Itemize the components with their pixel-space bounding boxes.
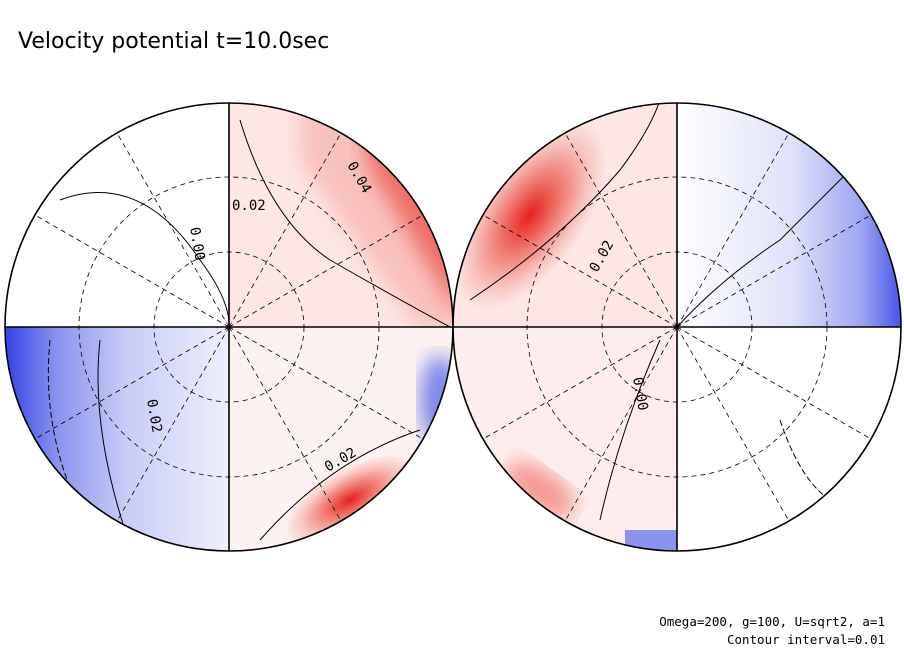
contour-label: 0.02 [232, 198, 266, 214]
title: Velocity potential t=10.0sec [18, 29, 329, 54]
contour-label: 0.00 [186, 226, 208, 262]
contour-label: 0.02 [143, 398, 165, 434]
contour-label: 0.00 [629, 376, 651, 412]
footer-line: Contour interval=0.01 [727, 632, 885, 647]
footer-line: Omega=200, g=100, U=sqrt2, a=1 [659, 614, 885, 629]
